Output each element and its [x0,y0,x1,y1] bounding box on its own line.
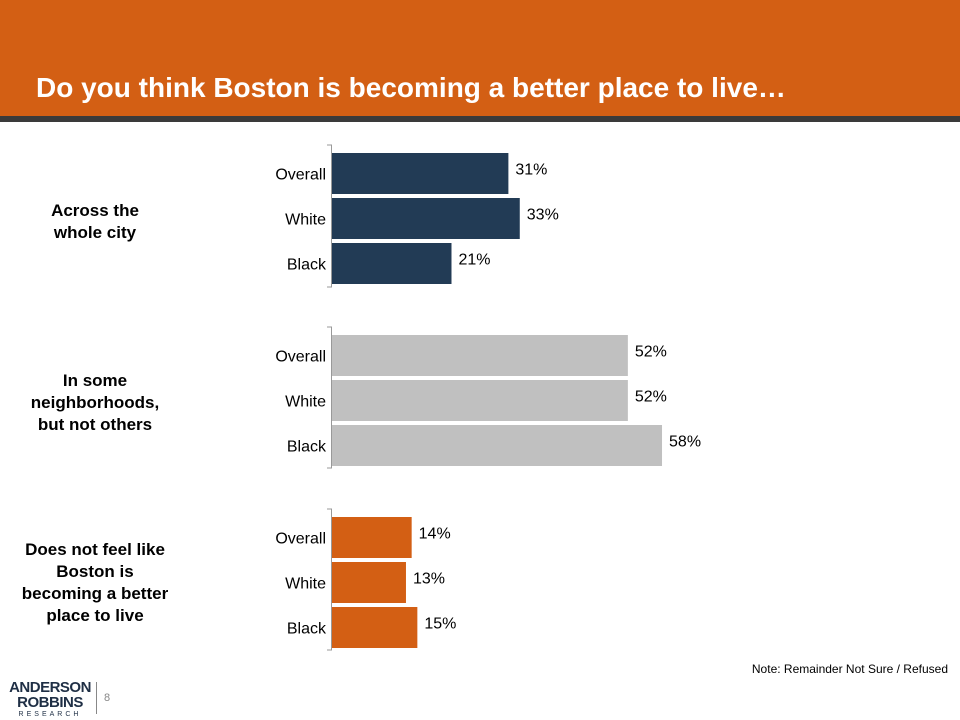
page-number: 8 [104,692,111,704]
category-label: White [285,394,326,411]
group-label-line: Does not feel like [25,540,165,559]
category-label: White [285,212,326,229]
bar [332,198,520,239]
data-label: 33% [527,207,559,224]
data-label: 52% [635,389,667,406]
group-label-across-city: Across the whole city [0,200,190,244]
category-label: Overall [275,349,326,366]
group-label-line: In some [62,371,128,390]
data-label: 58% [669,434,701,451]
group-label-not-better: Does not feel like Boston is becoming a be… [0,539,190,627]
logo-line-1: ANDERSON [9,679,91,696]
bar [332,153,509,194]
data-label: 15% [424,616,456,633]
bar [332,243,452,284]
bar [332,562,406,603]
company-logo: ANDERSON ROBBINS RESEARCH [4,680,96,719]
category-label: White [285,576,326,593]
category-label: Black [287,257,327,274]
category-label: Overall [275,167,326,184]
group-label-line: but not others [37,415,153,434]
bar [332,607,418,648]
data-label: 13% [413,571,445,588]
logo-line-2: ROBBINS [17,694,83,711]
group-label-some-neighborhoods: In some neighborhoods, but not others [0,370,190,436]
data-label: 21% [458,252,490,269]
group-label-line: becoming a better [21,584,169,603]
logo-line-3: RESEARCH [18,711,82,718]
group-label-line: whole city [53,223,137,242]
slide-title: Do you think Boston is becoming a better… [36,72,786,103]
bar [332,380,628,421]
footnote: Note: Remainder Not Sure / Refused [751,662,948,676]
category-label: Black [287,439,327,456]
group-label-line: Across the [51,201,139,220]
header-bar [0,0,960,116]
category-label: Overall [275,531,326,548]
logo-divider [96,682,97,714]
group-label-line: place to live [46,606,144,625]
group-label-line: neighborhoods, [30,393,160,412]
category-label: Black [287,621,327,638]
bar [332,425,663,466]
data-label: 31% [515,162,547,179]
bar [332,335,628,376]
data-label: 52% [635,344,667,361]
header-divider [0,116,960,122]
data-label: 14% [419,526,451,543]
bar [332,517,412,558]
group-label-line: Boston is [56,562,134,581]
